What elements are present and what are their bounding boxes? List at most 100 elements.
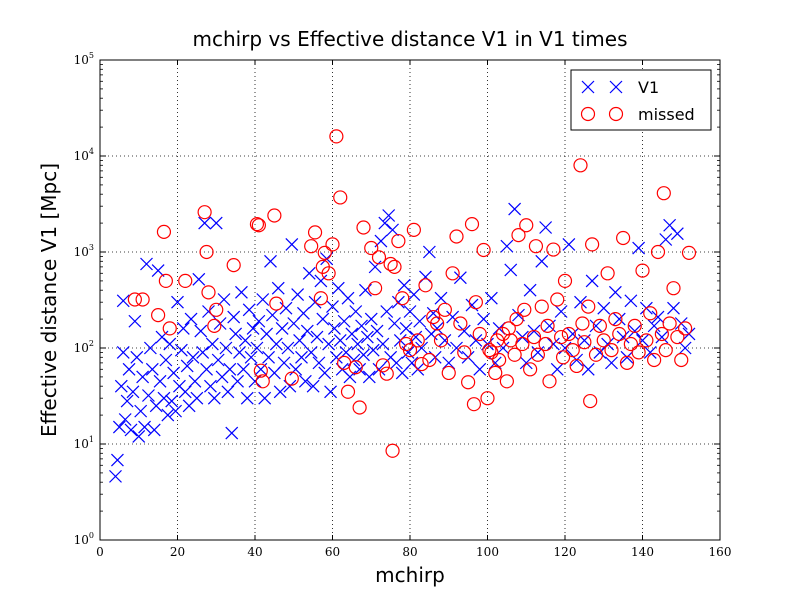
data-point-v1	[120, 394, 134, 408]
data-point-missed	[387, 259, 402, 274]
grid-lines	[100, 60, 720, 540]
data-point-v1	[114, 379, 128, 393]
data-point-missed	[197, 205, 212, 220]
data-point-missed	[406, 222, 421, 237]
chart-title: mchirp vs Effective distance V1 in V1 ti…	[192, 27, 627, 51]
y-tick-label: 100	[74, 531, 94, 547]
data-point-v1	[450, 341, 463, 355]
data-point-missed	[162, 321, 177, 336]
data-point-v1	[304, 345, 318, 359]
data-point-v1	[310, 330, 324, 344]
data-point-missed	[453, 316, 468, 331]
data-point-v1	[457, 324, 471, 338]
data-point-v1	[221, 385, 235, 399]
legend-label-missed: missed	[638, 105, 695, 124]
data-point-v1	[546, 337, 560, 351]
data-point-v1	[508, 202, 522, 216]
data-point-missed	[321, 266, 336, 281]
data-point-missed	[368, 281, 383, 296]
data-point-missed	[480, 391, 495, 406]
data-point-missed	[284, 371, 299, 386]
x-tick-label: 80	[402, 545, 417, 559]
data-point-v1	[145, 362, 159, 376]
data-point-v1	[122, 362, 136, 376]
data-point-missed	[457, 345, 472, 360]
legend: V1 missed	[570, 69, 712, 131]
x-tick-label: 100	[476, 545, 499, 559]
data-point-missed	[581, 299, 596, 314]
data-point-missed	[670, 329, 685, 345]
data-point-missed	[530, 347, 545, 362]
data-point-v1	[190, 391, 204, 405]
data-point-v1	[422, 245, 436, 259]
data-point-v1	[535, 254, 549, 268]
legend-o-marker	[608, 106, 624, 122]
data-point-missed	[251, 218, 266, 233]
axis-ticks: 0 20 40 60 80 100 120 140 160 100 101 102 103 104 105	[74, 51, 732, 559]
data-point-v1	[446, 310, 460, 324]
data-point-v1	[178, 385, 192, 399]
data-point-v1	[566, 327, 580, 341]
legend-box	[570, 69, 712, 131]
x-tick-label: 20	[170, 545, 185, 559]
data-point-missed	[445, 266, 460, 281]
data-point-missed	[325, 237, 340, 252]
data-point-missed	[573, 158, 588, 173]
data-point-v1	[349, 305, 363, 318]
data-point-v1	[659, 233, 673, 246]
data-point-v1	[143, 341, 157, 355]
data-point-missed	[371, 250, 387, 265]
data-marks	[109, 129, 697, 483]
data-point-v1	[601, 337, 615, 351]
data-point-missed	[534, 299, 549, 314]
data-point-missed	[379, 366, 394, 381]
data-point-v1	[252, 314, 266, 328]
data-point-missed	[555, 350, 571, 365]
data-point-missed	[519, 218, 534, 233]
data-point-v1	[269, 337, 283, 351]
data-point-v1	[229, 327, 243, 341]
data-point-v1	[233, 345, 246, 359]
data-point-missed	[441, 365, 456, 381]
data-point-missed	[482, 343, 497, 358]
data-point-missed	[643, 306, 658, 321]
data-point-missed	[635, 263, 650, 278]
data-point-missed	[468, 295, 483, 310]
data-point-missed	[418, 278, 433, 293]
data-point-missed	[375, 358, 390, 373]
data-point-v1	[281, 341, 295, 355]
data-point-missed	[340, 384, 356, 399]
data-point-v1	[235, 285, 248, 299]
data-point-v1	[324, 385, 337, 399]
data-point-missed	[356, 220, 371, 235]
data-point-v1	[407, 288, 421, 302]
data-point-v1	[329, 350, 343, 364]
data-point-v1	[279, 301, 293, 315]
data-point-v1	[262, 350, 275, 364]
data-point-v1	[438, 333, 452, 347]
data-point-missed	[348, 360, 363, 375]
data-point-missed	[430, 316, 445, 331]
x-tick-label: 40	[247, 545, 262, 559]
data-point-v1	[368, 260, 382, 274]
data-point-v1	[111, 453, 124, 467]
data-point-v1	[357, 348, 370, 362]
data-point-missed	[226, 258, 241, 273]
data-point-missed	[476, 242, 491, 258]
data-point-v1	[314, 274, 328, 288]
data-point-missed	[619, 355, 635, 370]
data-point-missed	[488, 365, 503, 381]
data-point-v1	[293, 333, 306, 347]
data-point-v1	[366, 343, 380, 357]
data-point-missed	[600, 266, 615, 281]
data-point-missed	[317, 245, 332, 260]
data-point-v1	[128, 314, 142, 328]
data-point-v1	[589, 319, 603, 333]
data-point-missed	[662, 316, 677, 331]
data-point-missed	[304, 239, 319, 254]
data-point-v1	[628, 324, 642, 338]
data-point-v1	[370, 324, 384, 338]
data-point-v1	[151, 264, 165, 278]
data-point-v1	[337, 314, 351, 328]
data-point-v1	[142, 389, 155, 402]
